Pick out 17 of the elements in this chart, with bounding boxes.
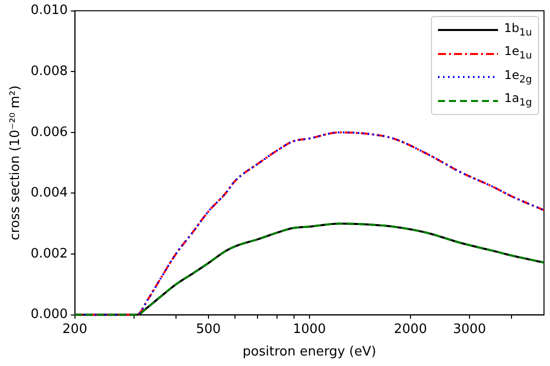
y-tick-label: 0.008 bbox=[30, 64, 68, 79]
y-axis-title: cross section (10⁻²⁰ m²) bbox=[8, 85, 24, 240]
x-tick-label: 200 bbox=[62, 322, 88, 337]
x-tick-label: 3000 bbox=[452, 322, 486, 337]
legend-label: 1e$_{1u}$ bbox=[504, 43, 532, 64]
x-tick-label: 2000 bbox=[394, 322, 427, 337]
y-tick-label: 0.000 bbox=[30, 307, 68, 322]
y-tick-label: 0.004 bbox=[30, 186, 68, 201]
legend-label: 1e$_{2g}$ bbox=[504, 66, 532, 87]
legend-label: 1a$_{1g}$ bbox=[504, 90, 532, 110]
y-tick-label: 0.006 bbox=[30, 124, 68, 140]
y-tick-label: 0.002 bbox=[30, 246, 68, 262]
x-tick-label: 500 bbox=[196, 322, 221, 337]
x-axis-title: positron energy (eV) bbox=[242, 344, 376, 360]
y-tick-label: 0.010 bbox=[30, 3, 68, 18]
x-tick-label: 1000 bbox=[292, 322, 326, 337]
legend-label: 1b$_{1u}$ bbox=[504, 20, 532, 40]
